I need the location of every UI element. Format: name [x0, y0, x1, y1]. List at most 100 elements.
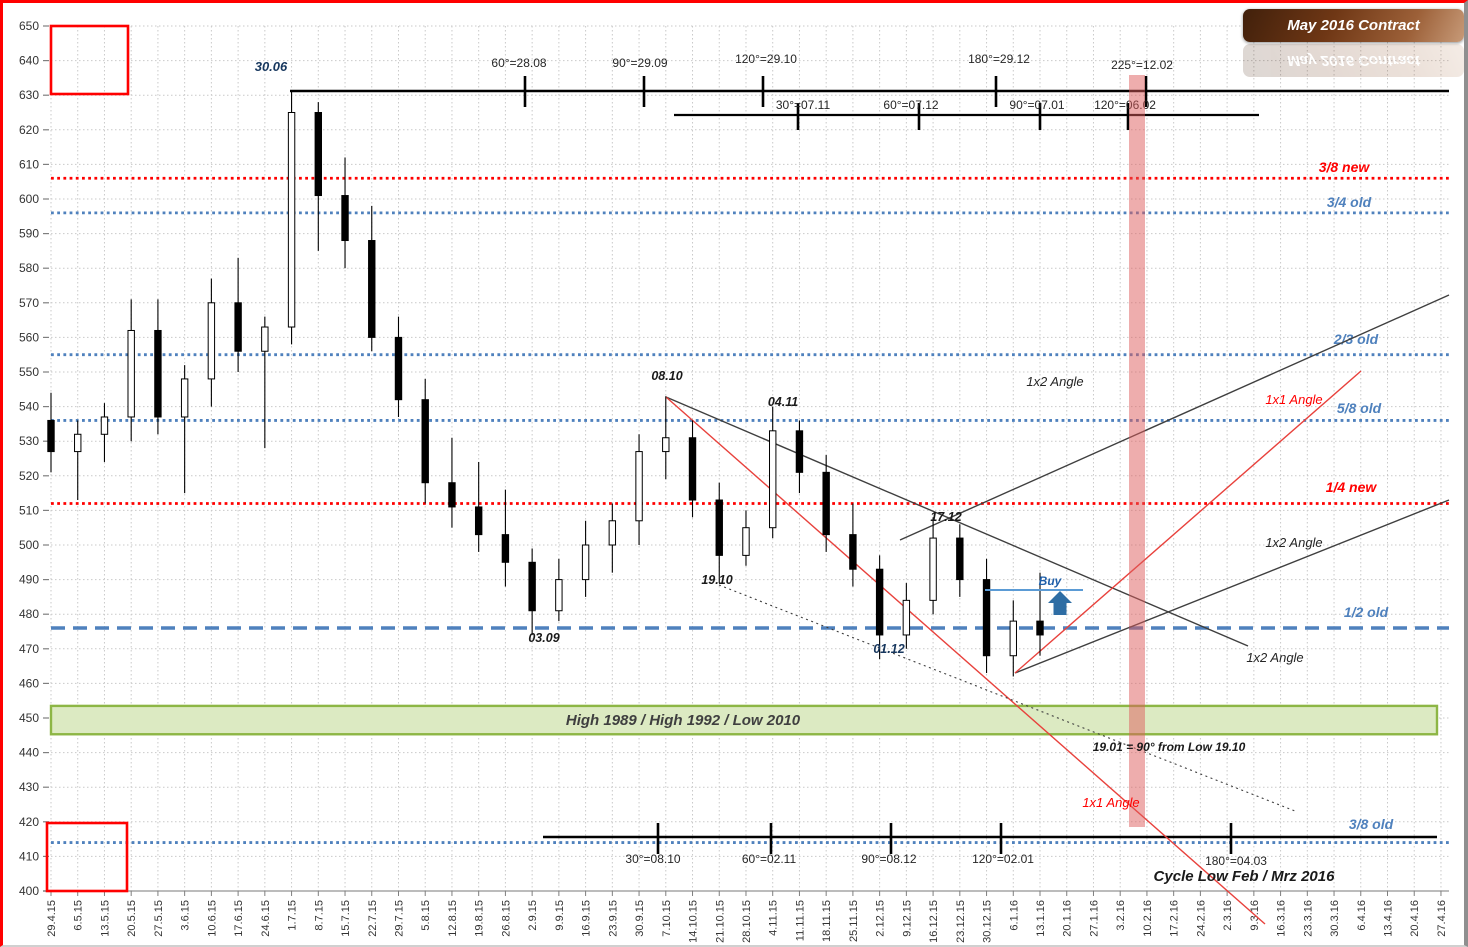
x-axis-label: 11.11.15	[794, 900, 806, 941]
gann-dotted-from-low-19-10	[718, 584, 1296, 812]
red-marker-box	[49, 24, 130, 96]
y-axis-label: 630	[19, 88, 39, 102]
y-axis-label: 570	[19, 296, 39, 310]
x-axis-label: 6.4.16	[1356, 900, 1368, 931]
x-axis-label: 2.9.15	[527, 900, 539, 931]
y-axis-label: 620	[19, 123, 39, 137]
timing-label: 60°=28.08	[491, 56, 547, 70]
contract-title: May 2016 Contract	[1243, 9, 1464, 42]
ohlc-bar	[448, 437, 456, 528]
gann-1x1-down-from-08-10	[665, 396, 1266, 925]
x-axis-label: 30.12.15	[982, 900, 994, 943]
buy-label: Buy	[1039, 574, 1063, 588]
ohlc-bar	[688, 420, 697, 518]
annotation-03-09: 03.09	[528, 631, 559, 645]
timing-line-high-30-06: 60°=28.08 90°=29.09 120°=29.10 180°=29.12 22…	[290, 52, 1449, 107]
x-axis-label: 22.7.15	[367, 900, 379, 937]
x-axis-label: 9.12.15	[901, 900, 913, 937]
annotation-08-10: 08.10	[651, 369, 682, 383]
y-axis-label: 540	[19, 400, 39, 414]
ohlc-bar	[234, 257, 242, 372]
x-axis-label: 16.9.15	[581, 900, 593, 937]
y-axis-label: 410	[19, 849, 39, 863]
annotation-04-11: 04.11	[768, 395, 798, 409]
annotation-1x1-angle: 1x1 Angle	[1265, 392, 1322, 407]
y-axis-label: 440	[19, 746, 39, 760]
x-axis-label: 7.10.15	[661, 900, 673, 937]
gann-1x1-up-from-low	[1014, 370, 1362, 674]
x-axis-label: 27.4.16	[1436, 900, 1448, 937]
gann-1x2-up-long	[899, 294, 1450, 541]
level-label-3-8-new: 3/8 new	[1319, 159, 1371, 175]
ohlc-bar	[207, 278, 216, 407]
ohlc-bar	[1036, 572, 1044, 656]
level-2-3-old: 2/3 old	[51, 331, 1449, 357]
red-marker-box	[45, 821, 129, 893]
ohlc-bar	[421, 378, 429, 504]
ohlc-bar	[394, 316, 403, 417]
level-5-8-old: 5/8 old	[51, 400, 1449, 422]
timing-label: 225°=12.02	[1111, 58, 1173, 72]
x-axis-label: 13.4.16	[1383, 900, 1395, 937]
x-axis-label: 9.9.15	[554, 900, 566, 931]
x-axis-label: 18.11.15	[821, 900, 833, 942]
x-axis-label: 29.4.15	[46, 900, 58, 937]
x-axis-label: 30.9.15	[634, 900, 646, 937]
x-axis-label: 23.12.15	[955, 900, 967, 943]
level-3-8-old: 3/8 old	[51, 816, 1449, 844]
price-chart-canvas: 650 640 630 620 610 600 590 580 570 560 550 540 530 5…	[19, 19, 1450, 943]
y-axis-label: 480	[19, 607, 39, 621]
timing-line-mid: 30°=07.11 60°=07.12 90°=07.01 120°=06.02	[674, 98, 1259, 130]
timing-label: 120°=02.01	[972, 852, 1034, 866]
ohlc-bar	[902, 583, 911, 649]
y-axis-label: 520	[19, 469, 39, 483]
y-axis-label: 400	[19, 884, 39, 898]
timing-label: 180°=04.03	[1205, 854, 1267, 868]
level-label-2-3-old: 2/3 old	[1333, 331, 1379, 347]
annotation-cycle-low-feb-mrz-2016: Cycle Low Feb / Mrz 2016	[1154, 868, 1336, 885]
x-axis-label: 20.1.16	[1062, 900, 1074, 937]
ohlc-bar	[154, 299, 162, 435]
level-1-4-new: 1/4 new	[51, 479, 1449, 505]
ohlc-bar	[127, 299, 135, 442]
timing-label: 90°=07.01	[1009, 98, 1065, 112]
ohlc-bar	[608, 503, 617, 573]
timing-label: 120°=06.02	[1094, 98, 1156, 112]
timing-label: 180°=29.12	[968, 52, 1030, 66]
ohlc-bar	[341, 157, 349, 269]
y-axis-label: 460	[19, 676, 39, 690]
historical-level-band: High 1989 / High 1992 / Low 2010	[49, 704, 1439, 736]
y-axis-label: 530	[19, 434, 39, 448]
y-axis-label: 490	[19, 573, 39, 587]
timing-label: 90°=29.09	[612, 56, 668, 70]
ohlc-bar	[662, 396, 670, 480]
annotation-1x2-angle: 1x2 Angle	[1026, 374, 1083, 389]
level-label-3-4-old: 3/4 old	[1327, 194, 1372, 210]
x-axis-label: 26.8.15	[500, 900, 512, 937]
x-axis-label: 6.5.15	[73, 900, 85, 931]
x-axis-label: 13.5.15	[99, 900, 111, 937]
x-axis-label: 23.3.16	[1302, 900, 1314, 937]
x-axis-label: 17.2.16	[1169, 900, 1181, 937]
level-label-1-2-old: 1/2 old	[1344, 604, 1389, 620]
y-axis-label: 650	[19, 19, 39, 33]
ohlc-bar	[501, 489, 510, 587]
annotation-17-12: 17.12	[930, 510, 961, 524]
x-axis-label: 13.1.16	[1035, 900, 1047, 937]
timing-label: 30°=07.11	[776, 98, 831, 112]
timing-label: 60°=02.11	[742, 852, 797, 866]
ohlc-bar	[180, 365, 189, 494]
ohlc-bar	[849, 503, 857, 587]
x-axis-label: 2.3.16	[1222, 900, 1234, 931]
x-axis-label: 19.8.15	[474, 900, 486, 937]
timing-label: 30°=08.10	[625, 852, 681, 866]
y-axis-label: 590	[19, 227, 39, 241]
ohlc-bar	[795, 420, 804, 494]
ohlc-bar	[875, 555, 884, 660]
ohlc-bar	[769, 406, 777, 539]
timing-label: 60°=07.12	[883, 98, 939, 112]
x-axis-label: 15.7.15	[340, 900, 352, 937]
level-label-5-8-old: 5/8 old	[1337, 400, 1382, 416]
x-axis-label: 1.7.15	[287, 900, 299, 931]
